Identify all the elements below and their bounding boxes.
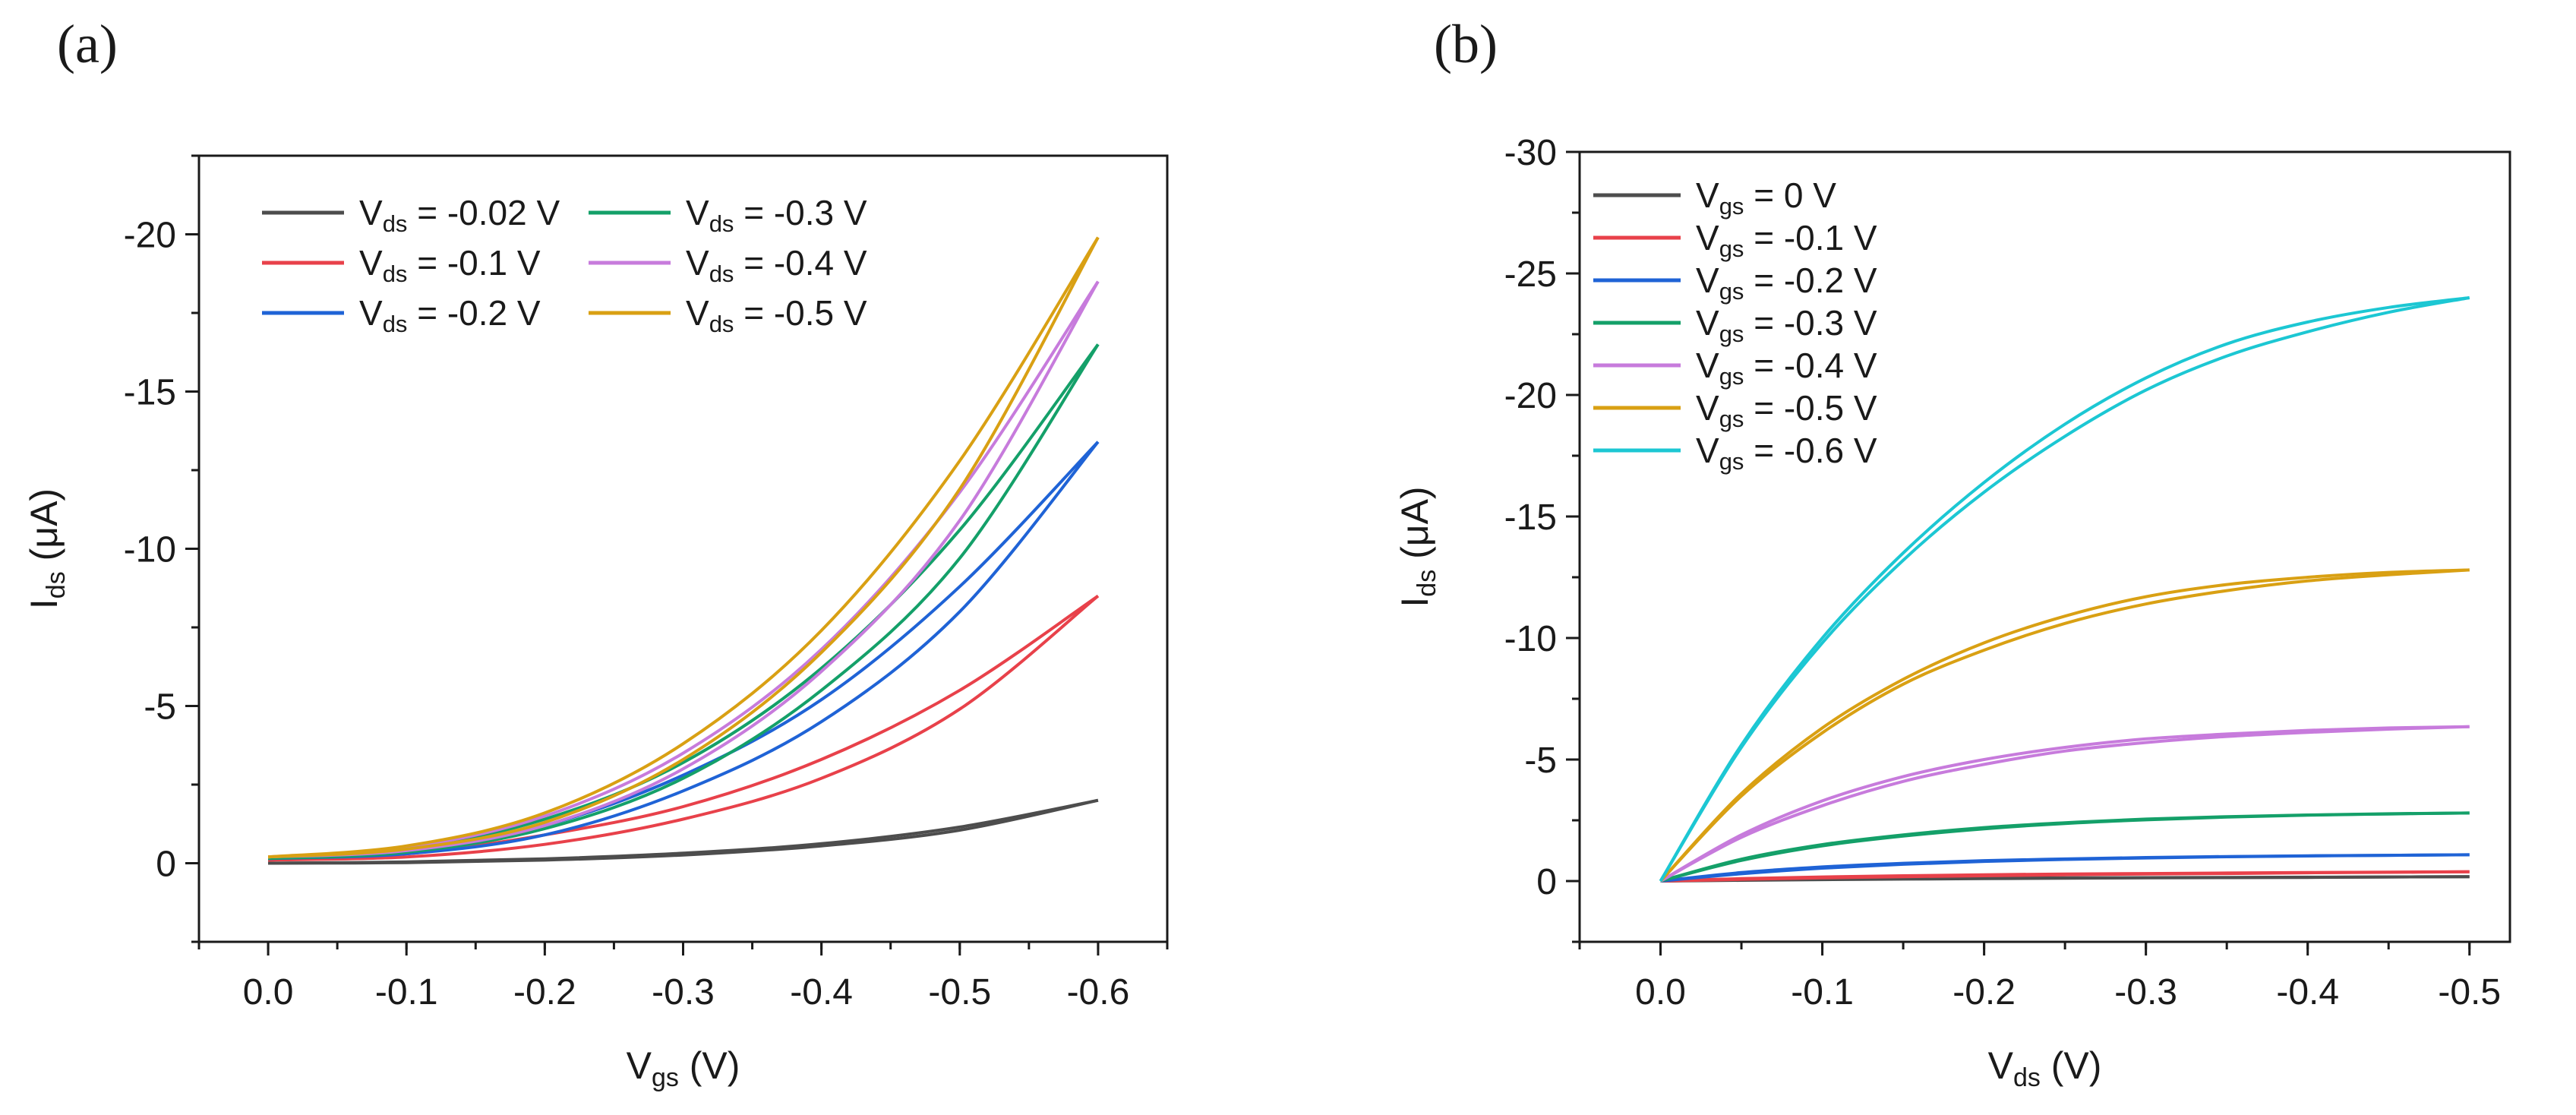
chartA-x-tick-label: -0.4 — [790, 972, 853, 1012]
chartB-series-4-backward — [1659, 725, 2470, 883]
chartA-legend-label: Vds = -0.3 V — [686, 193, 867, 237]
chartB-y-tick-label: -30 — [1504, 133, 1557, 173]
chartA-legend-label: Vds = -0.2 V — [359, 293, 541, 337]
chartA-y-tick-label: -10 — [124, 530, 176, 570]
chartA-series-5-backward — [267, 236, 1100, 859]
chartB-y-tick-label: -15 — [1504, 497, 1557, 538]
chartB-legend-label: Vgs = -0.2 V — [1696, 261, 1877, 305]
chartA-y-tick-label: -20 — [124, 216, 176, 256]
chartA-x-tick-label: -0.2 — [513, 972, 576, 1012]
chartA-series-4-backward — [268, 280, 1100, 859]
chartB-x-tick-label: -0.5 — [2438, 972, 2501, 1012]
chartB-legend-label: Vgs = -0.6 V — [1696, 431, 1877, 475]
chartA-series-2-backward — [268, 441, 1100, 861]
chartA-series-4-forward — [267, 280, 1100, 859]
chartB-y-tick-label: -10 — [1504, 619, 1557, 659]
chart-a-plot-frame — [197, 154, 1169, 943]
chartA-series-3-backward — [268, 343, 1100, 861]
chart-a-x-axis-label: Vgs (V) — [627, 1044, 740, 1092]
chartB-x-tick-label: -0.1 — [1791, 972, 1854, 1012]
chartA-x-tick-label: -0.5 — [928, 972, 991, 1012]
chartB-x-tick-label: -0.4 — [2276, 972, 2339, 1012]
chartB-legend-label: Vgs = -0.3 V — [1696, 303, 1877, 347]
chart-b-series — [1659, 296, 2470, 883]
chartB-series-5-backward — [1659, 568, 2470, 883]
chart-b-x-axis-label: Vds (V) — [1988, 1044, 2102, 1092]
chartB-legend-label: Vgs = -0.4 V — [1696, 346, 1877, 390]
chartB-x-tick-label: 0.0 — [1635, 972, 1686, 1012]
chartA-series-3-forward — [267, 343, 1100, 861]
chart-a: 0.0 -0.1 -0.2 -0.3 -0.4 -0.5 -0.60-5-10-15-20 … — [23, 154, 1169, 1092]
chartB-y-tick-label: -25 — [1504, 254, 1557, 295]
chart-b: 0.0 -0.1 -0.2 -0.3 -0.4 -0.5 0 -5 -10 -15 -20 -25 -3… — [1394, 133, 2511, 1092]
chartA-series-1-backward — [268, 595, 1100, 862]
chartB-legend-label: Vgs = -0.1 V — [1696, 218, 1877, 262]
chartA-legend-label: Vds = -0.4 V — [686, 243, 867, 287]
chart-a-legend: Vds = -0.02 V Vds = -0.1 V Vds = -0.2 V Vds… — [262, 193, 867, 337]
chartA-legend-label: Vds = -0.5 V — [686, 293, 867, 337]
chartB-series-6-backward — [1659, 296, 2470, 883]
chartB-y-tick-label: -5 — [1524, 741, 1557, 781]
chart-b-plot-frame — [1578, 150, 2511, 943]
chartB-series-6-forward — [1659, 296, 2470, 883]
chartA-y-tick-label: -5 — [144, 687, 176, 728]
chartB-series-5-forward — [1659, 568, 2470, 883]
chartB-x-tick-label: -0.2 — [1953, 972, 2016, 1012]
chartA-x-tick-label: -0.6 — [1067, 972, 1130, 1012]
chartB-x-tick-label: -0.3 — [2114, 972, 2177, 1012]
chartB-series-4-forward — [1659, 725, 2470, 883]
chart-a-ticks: 0.0 -0.1 -0.2 -0.3 -0.4 -0.5 -0.6 0 -5 -10 -15 -20 — [124, 154, 1169, 1012]
chartB-legend-label: Vgs = 0 V — [1696, 175, 1836, 220]
chartB-legend-label: Vgs = -0.5 V — [1696, 388, 1877, 432]
chartA-x-tick-label: -0.1 — [375, 972, 438, 1012]
chartA-series-5-forward — [267, 236, 1100, 859]
chartB-y-tick-label: -20 — [1504, 376, 1557, 416]
chartB-series-2-backward — [1660, 853, 2470, 883]
chartA-series-2-forward — [267, 441, 1100, 861]
chartB-y-tick-label: 0 — [1536, 862, 1557, 902]
chartA-legend-label: Vds = -0.1 V — [359, 243, 541, 287]
chartA-series-0-backward — [268, 798, 1099, 865]
chart-a-series — [267, 236, 1100, 865]
chartA-x-tick-label: 0.0 — [243, 972, 294, 1012]
chartB-series-1-backward — [1660, 870, 2470, 883]
chartA-legend-label: Vds = -0.02 V — [359, 193, 560, 237]
chartA-y-tick-label: -15 — [124, 373, 176, 413]
chart-a-y-axis-label: Ids (μA) — [23, 488, 71, 609]
chart-b-ticks: 0.0 -0.1 -0.2 -0.3 -0.4 -0.5 0 -5 -10 -15 -20 -25 -3… — [1504, 133, 2501, 1012]
chartA-y-tick-label: 0 — [156, 845, 176, 885]
panel-label-a: (a) — [57, 14, 118, 74]
chart-b-y-axis-label: Ids (μA) — [1394, 486, 1441, 607]
chartB-series-3-backward — [1660, 811, 2470, 883]
panel-label-b: (b) — [1434, 14, 1498, 74]
chartA-x-tick-label: -0.3 — [652, 972, 715, 1012]
